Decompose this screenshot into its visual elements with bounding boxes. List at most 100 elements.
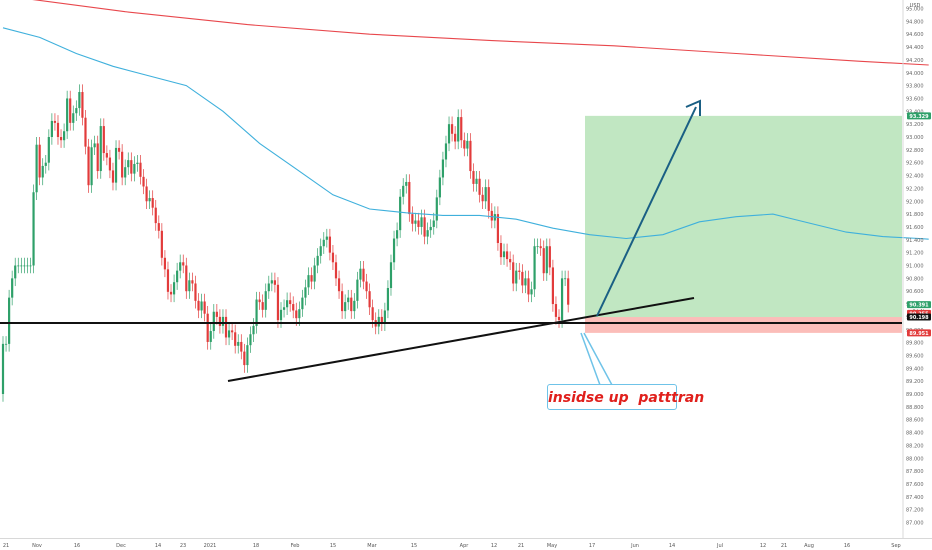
x-tick-label: 21 xyxy=(781,543,787,549)
candle-body xyxy=(249,334,252,346)
candle-body xyxy=(484,187,487,202)
candle-body xyxy=(426,230,429,237)
candle-body xyxy=(560,278,564,321)
x-tick-label: May xyxy=(547,543,557,549)
y-tick-label: 89.200 xyxy=(906,379,924,385)
candle-body xyxy=(405,181,408,186)
candle-body xyxy=(108,157,112,171)
arrow-head-icon xyxy=(685,99,701,116)
y-tick-label: 92.800 xyxy=(906,148,924,154)
y-tick-label: 87.800 xyxy=(906,469,924,475)
candle-body xyxy=(179,262,182,271)
candle-body xyxy=(408,181,411,215)
candle-body xyxy=(316,255,319,266)
candle-body xyxy=(209,331,212,342)
candle-body xyxy=(121,151,124,178)
candle-body xyxy=(395,230,399,239)
candle-body xyxy=(411,214,414,224)
candle-body xyxy=(286,300,289,308)
candle-body xyxy=(282,307,286,310)
candle-body xyxy=(14,265,17,279)
candle-body xyxy=(435,197,438,221)
candle-body xyxy=(298,309,301,319)
candle-body xyxy=(258,299,261,303)
candle-body xyxy=(151,198,154,208)
candle-body xyxy=(237,341,240,346)
x-tick-label: Sep xyxy=(891,543,900,549)
candle-body xyxy=(93,143,96,148)
y-tick-label: 89.800 xyxy=(906,341,924,347)
y-tick-label: 94.600 xyxy=(906,32,924,38)
x-tick-label: 15 xyxy=(330,543,336,549)
candle-body xyxy=(41,165,44,178)
candle-body xyxy=(319,246,322,256)
candle-body xyxy=(105,153,108,158)
candle-body xyxy=(478,178,481,195)
candle-body xyxy=(23,265,26,267)
candle-body xyxy=(154,207,157,224)
candle-body xyxy=(176,270,179,283)
y-tick-label: 95.000 xyxy=(906,7,924,13)
candle-body xyxy=(429,226,432,231)
candle-body xyxy=(136,162,139,164)
x-tick-label: Jun xyxy=(630,543,639,549)
candle-body xyxy=(234,332,237,346)
candle-body xyxy=(353,300,356,312)
y-tick-label: 92.400 xyxy=(906,174,924,180)
candle-body xyxy=(292,304,295,311)
candle-body xyxy=(218,316,222,326)
candle-body xyxy=(188,280,191,292)
candle-body xyxy=(145,186,148,202)
candle-body xyxy=(417,220,420,227)
candle-body xyxy=(328,236,331,253)
candle-body xyxy=(502,251,506,258)
candle-body xyxy=(270,280,273,284)
candle-body xyxy=(472,171,475,184)
y-tick-label: 94.200 xyxy=(906,58,924,64)
ma200-line xyxy=(32,0,929,66)
candle-body xyxy=(17,265,20,267)
candle-body xyxy=(527,278,530,295)
candle-body xyxy=(392,238,396,263)
candle-body xyxy=(133,163,136,174)
candle-body xyxy=(310,275,313,282)
candle-body xyxy=(344,302,347,312)
y-tick-label: 88.400 xyxy=(906,431,924,437)
candle-body xyxy=(481,194,484,202)
candle-body xyxy=(362,268,365,282)
pattern-callout[interactable]: insidse up patttran xyxy=(547,384,704,410)
candle-body xyxy=(515,270,518,284)
candle-body xyxy=(4,343,8,345)
candle-body xyxy=(127,160,130,168)
candle-body xyxy=(539,246,542,249)
candle-body xyxy=(368,291,371,308)
candle-body xyxy=(63,131,66,141)
y-tick-label: 93.000 xyxy=(906,135,924,141)
candle-body xyxy=(542,248,545,274)
candle-body xyxy=(124,167,127,178)
y-tick-label: 92.600 xyxy=(906,161,924,167)
x-tick-label: Apr xyxy=(460,543,470,549)
x-tick-label: 14 xyxy=(155,543,161,549)
candle-body xyxy=(182,262,185,266)
candle-body xyxy=(243,351,246,366)
candle-body xyxy=(212,311,215,332)
x-tick-label: 16 xyxy=(74,543,80,549)
y-tick-label: 89.600 xyxy=(906,353,924,359)
x-tick-label: 12 xyxy=(760,543,766,549)
candle-body xyxy=(499,243,503,258)
candle-body xyxy=(231,330,234,333)
candle-body xyxy=(551,267,554,305)
candle-body xyxy=(518,270,521,272)
y-tick-label: 90.600 xyxy=(906,289,924,295)
candle-body xyxy=(142,176,145,187)
candle-body xyxy=(337,278,341,292)
candle-body xyxy=(255,299,258,326)
candle-body xyxy=(463,140,466,149)
candle-body xyxy=(509,259,512,263)
x-tick-label: 23 xyxy=(180,543,186,549)
candle-body xyxy=(496,214,500,244)
